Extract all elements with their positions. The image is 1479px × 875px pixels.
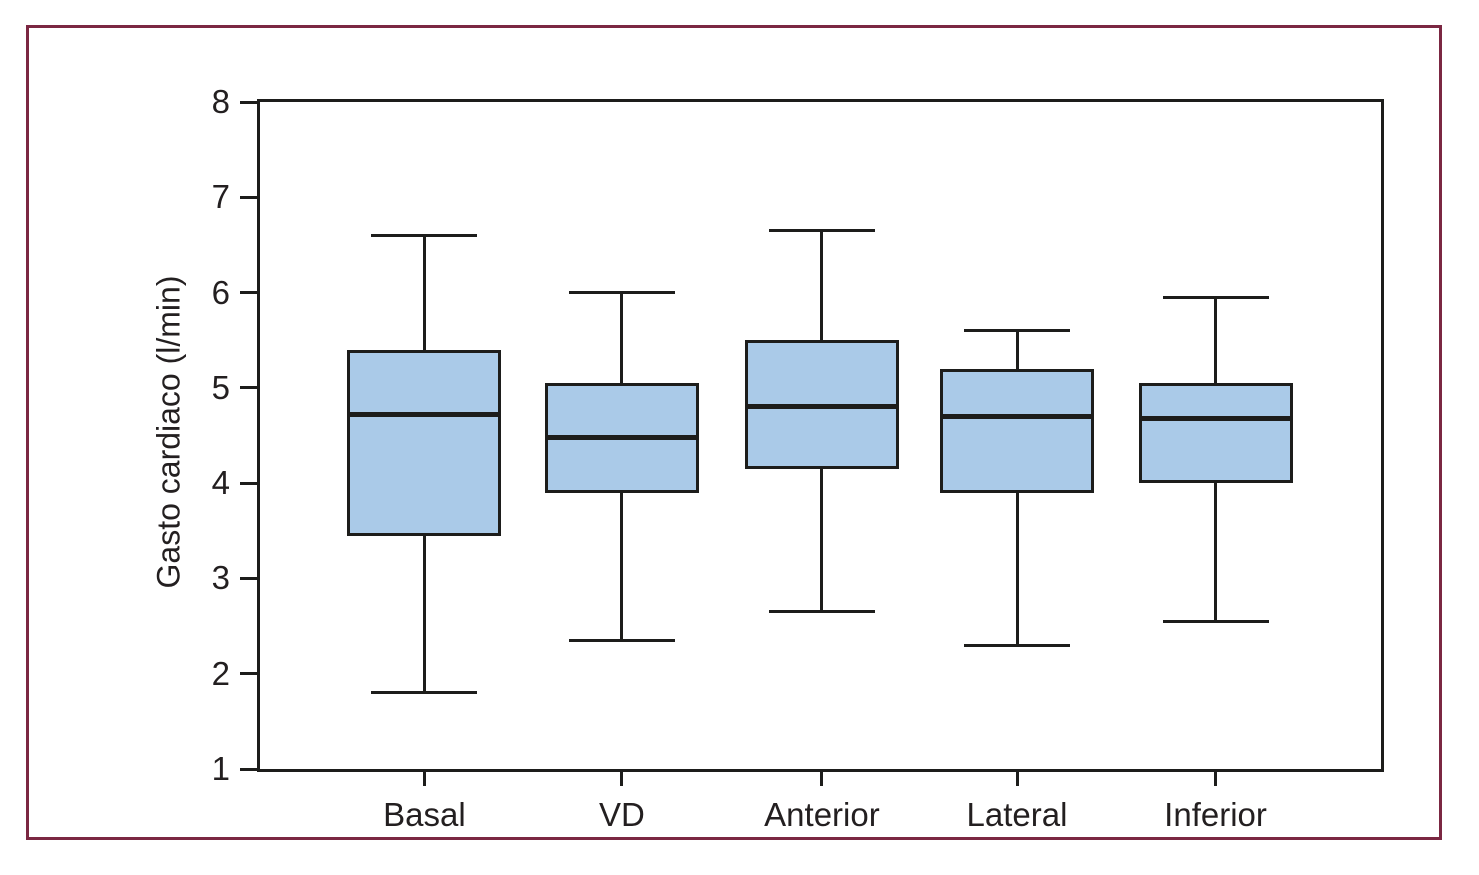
whisker-upper-stem bbox=[1214, 297, 1218, 384]
y-tick-label: 3 bbox=[211, 559, 230, 597]
y-axis-tick bbox=[240, 481, 257, 485]
iqr-box bbox=[347, 349, 502, 536]
y-axis-tick bbox=[240, 195, 257, 199]
x-tick-label: Inferior bbox=[1164, 796, 1267, 833]
x-tick-label: Lateral bbox=[966, 796, 1068, 833]
y-axis-tick bbox=[240, 291, 257, 295]
whisker-upper-cap bbox=[768, 229, 875, 233]
whisker-lower-cap bbox=[768, 610, 875, 614]
median-line bbox=[544, 434, 699, 440]
x-tick-label: Anterior bbox=[764, 796, 880, 833]
x-axis-tick bbox=[820, 772, 824, 786]
whisker-lower-cap bbox=[371, 691, 478, 695]
whisker-lower-stem bbox=[422, 535, 426, 693]
median-line bbox=[1138, 415, 1293, 421]
figure-border: Gasto cardiaco (l/min) 1 2 3 4 5 6 7 8 Basal VD An… bbox=[26, 25, 1442, 840]
whisker-lower-stem bbox=[1015, 492, 1019, 646]
x-axis-tick bbox=[1214, 772, 1218, 786]
y-tick-label: 1 bbox=[211, 750, 230, 787]
whisker-lower-stem bbox=[820, 468, 824, 612]
y-tick-label: 8 bbox=[211, 83, 230, 120]
median-line bbox=[744, 404, 899, 410]
y-tick-label: 2 bbox=[211, 654, 230, 692]
x-axis-tick bbox=[620, 772, 624, 786]
x-axis-tick bbox=[422, 772, 426, 786]
y-axis-tick bbox=[240, 767, 257, 771]
whisker-lower-stem bbox=[620, 492, 624, 641]
whisker-upper-cap bbox=[964, 329, 1070, 333]
y-tick-label: 5 bbox=[211, 368, 230, 406]
iqr-box bbox=[1138, 383, 1293, 484]
median-line bbox=[940, 413, 1094, 419]
whisker-upper-cap bbox=[1162, 295, 1269, 299]
whisker-upper-stem bbox=[1015, 330, 1019, 369]
whisker-lower-cap bbox=[1162, 619, 1269, 623]
y-tick-label: 6 bbox=[211, 273, 230, 311]
y-tick-label: 7 bbox=[211, 178, 230, 216]
y-axis-tick bbox=[240, 672, 257, 676]
whisker-lower-cap bbox=[964, 643, 1070, 647]
y-axis-tick bbox=[240, 386, 257, 390]
whisker-lower-stem bbox=[1214, 483, 1218, 622]
whisker-upper-cap bbox=[568, 291, 675, 295]
y-axis-title: Gasto cardiaco (l/min) bbox=[150, 275, 187, 589]
iqr-box bbox=[940, 368, 1094, 493]
median-line bbox=[347, 412, 502, 418]
x-tick-label: Basal bbox=[383, 796, 466, 833]
whisker-upper-stem bbox=[820, 230, 824, 341]
whisker-upper-stem bbox=[620, 292, 624, 384]
plot-area: 1 2 3 4 5 6 7 8 Basal VD Anterior Lateral Inferior bbox=[212, 85, 1384, 833]
whisker-lower-cap bbox=[568, 638, 675, 642]
whisker-upper-cap bbox=[371, 233, 478, 237]
y-axis-tick bbox=[240, 576, 257, 580]
whisker-upper-stem bbox=[422, 235, 426, 350]
x-axis-tick bbox=[1015, 772, 1019, 786]
x-tick-label: VD bbox=[599, 796, 645, 833]
y-tick-label: 4 bbox=[211, 464, 230, 502]
y-axis-tick bbox=[240, 100, 257, 104]
